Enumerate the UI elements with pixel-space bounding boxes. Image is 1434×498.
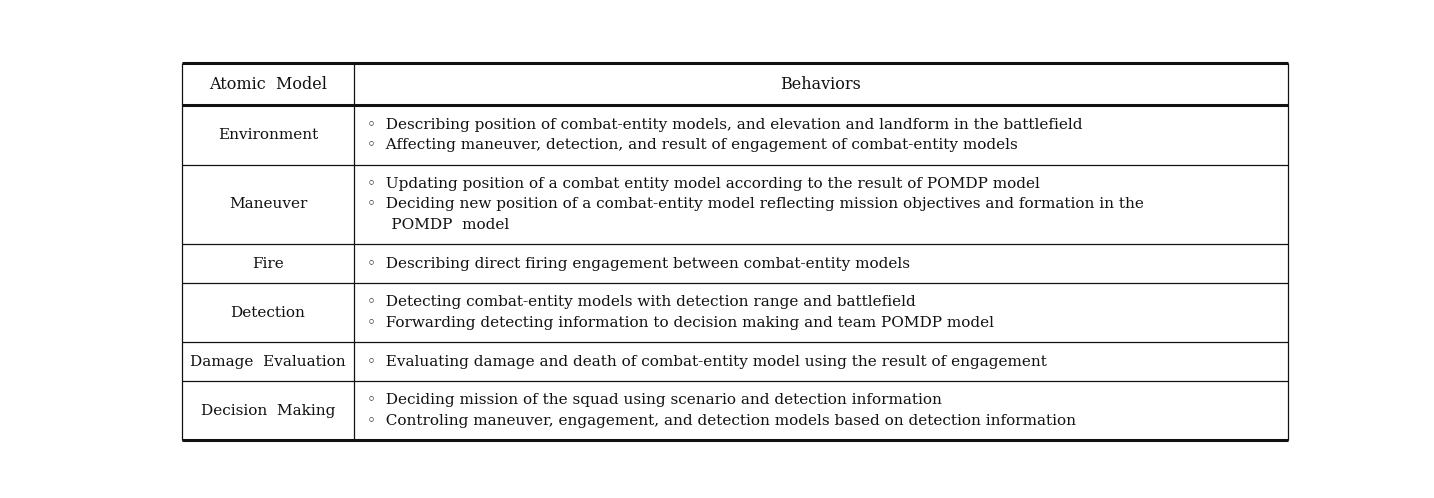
Text: ◦  Describing direct firing engagement between combat-entity models: ◦ Describing direct firing engagement be… bbox=[367, 256, 911, 270]
Text: Damage  Evaluation: Damage Evaluation bbox=[191, 355, 346, 369]
Text: ◦  Deciding mission of the squad using scenario and detection information: ◦ Deciding mission of the squad using sc… bbox=[367, 393, 942, 407]
Text: POMDP  model: POMDP model bbox=[367, 218, 509, 232]
Text: Detection: Detection bbox=[231, 306, 305, 320]
Text: Behaviors: Behaviors bbox=[780, 76, 860, 93]
Text: ◦  Updating position of a combat entity model according to the result of POMDP m: ◦ Updating position of a combat entity m… bbox=[367, 177, 1040, 191]
Text: ◦  Controling maneuver, engagement, and detection models based on detection info: ◦ Controling maneuver, engagement, and d… bbox=[367, 414, 1076, 428]
Text: Maneuver: Maneuver bbox=[229, 197, 307, 211]
Text: Atomic  Model: Atomic Model bbox=[209, 76, 327, 93]
Text: Decision  Making: Decision Making bbox=[201, 403, 336, 417]
Text: ◦  Affecting maneuver, detection, and result of engagement of combat-entity mode: ◦ Affecting maneuver, detection, and res… bbox=[367, 138, 1018, 152]
Text: ◦  Detecting combat-entity models with detection range and battlefield: ◦ Detecting combat-entity models with de… bbox=[367, 295, 916, 309]
Text: ◦  Evaluating damage and death of combat-entity model using the result of engage: ◦ Evaluating damage and death of combat-… bbox=[367, 355, 1047, 369]
Text: ◦  Forwarding detecting information to decision making and team POMDP model: ◦ Forwarding detecting information to de… bbox=[367, 316, 994, 330]
Text: Fire: Fire bbox=[252, 256, 284, 270]
Text: ◦  Deciding new position of a combat-entity model reflecting mission objectives : ◦ Deciding new position of a combat-enti… bbox=[367, 197, 1144, 211]
Text: ◦  Describing position of combat-entity models, and elevation and landform in th: ◦ Describing position of combat-entity m… bbox=[367, 118, 1083, 132]
Text: Environment: Environment bbox=[218, 128, 318, 142]
